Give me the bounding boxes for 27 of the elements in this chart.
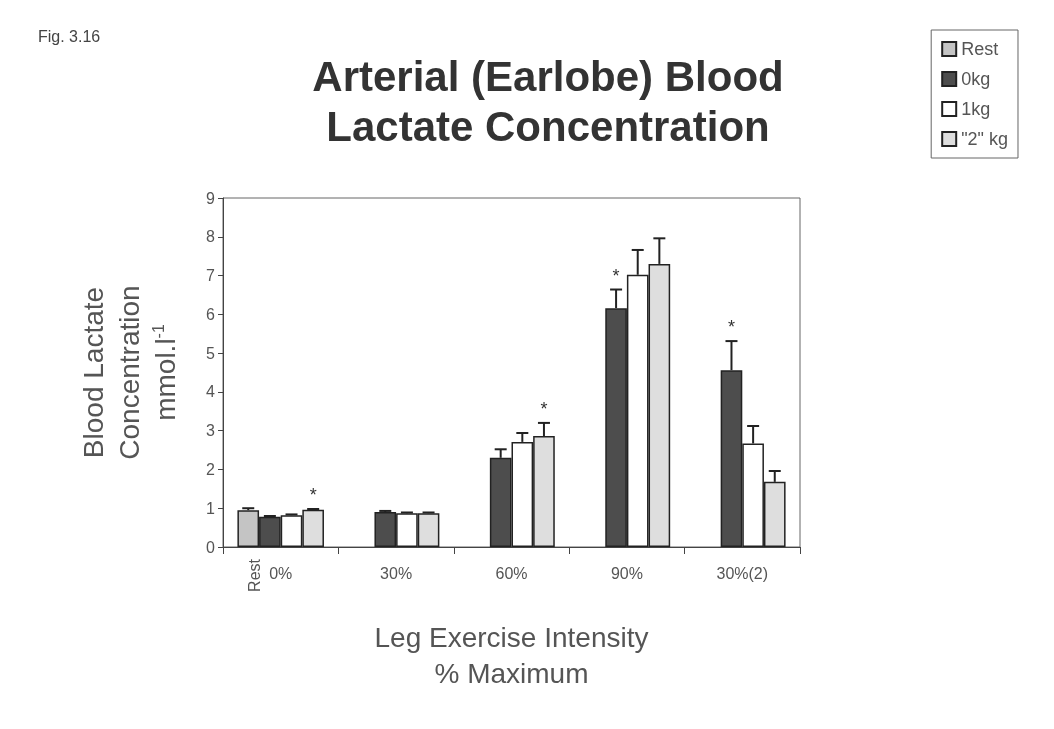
y-tick-label: 8 <box>206 228 216 246</box>
y-tick-label: 1 <box>206 499 216 517</box>
legend-label: Rest <box>961 39 999 59</box>
x-tick-label: 0% <box>269 564 293 582</box>
annotation: * <box>727 317 735 338</box>
annotation: * <box>309 485 317 505</box>
y-tick-label: 7 <box>206 267 216 285</box>
y-tick-label: 9 <box>206 189 216 207</box>
y-tick-label: 0 <box>206 538 216 556</box>
x-axis-title: Leg Exercise Intensity % Maximum <box>374 621 649 689</box>
x-tick-label: 30% <box>380 564 413 582</box>
legend-label: 0kg <box>961 69 991 89</box>
text: Rest <box>245 558 263 592</box>
y-tick-label: 4 <box>206 383 216 401</box>
x-tick-label: 60% <box>495 564 528 582</box>
legend-label: "2" kg <box>961 129 1009 149</box>
annotation: * <box>540 398 548 419</box>
legend-label: 1kg <box>961 99 991 119</box>
y-tick-label: 2 <box>206 460 216 478</box>
caption: Fig. 3.16 <box>38 27 101 45</box>
annotation: * <box>612 265 620 286</box>
x-tick-label: 30%(2) <box>716 564 769 582</box>
y-tick-label: 3 <box>206 422 216 440</box>
y-tick-label: 5 <box>206 344 216 362</box>
x-tick-label: 90% <box>610 564 643 582</box>
y-tick-label: 6 <box>206 305 216 323</box>
chart-title: Arterial (Earlobe) Blood Lactate Concentration <box>312 52 784 150</box>
